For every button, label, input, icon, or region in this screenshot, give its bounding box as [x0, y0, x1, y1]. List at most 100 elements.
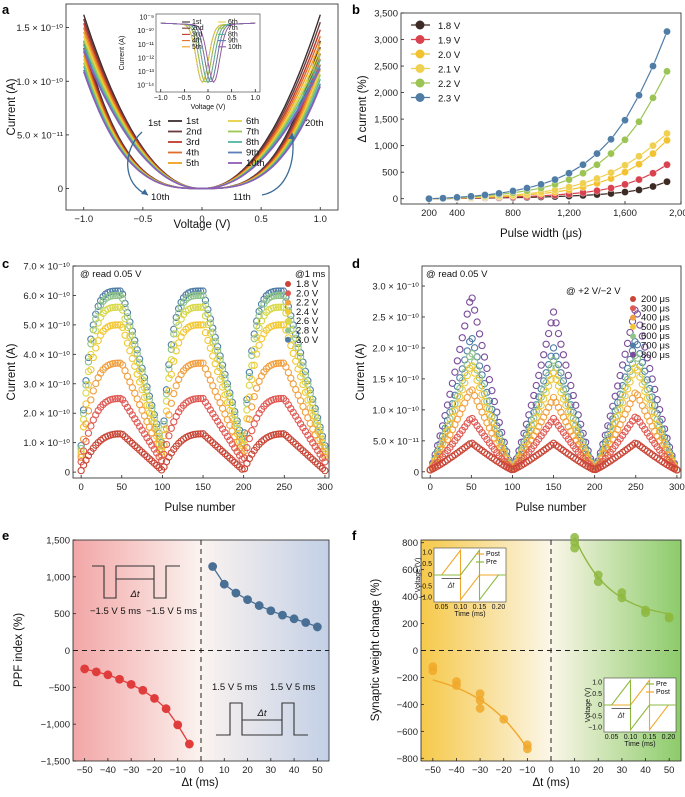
panel-c-point-2.8 V — [262, 296, 271, 304]
panel-b-line-2.2 V — [428, 71, 668, 200]
panel-a-legend-label: 3rd — [186, 137, 200, 148]
panel-c-point-2.6 V — [216, 364, 224, 372]
panel-c-xtick-label: 50 — [116, 482, 127, 493]
panel-c-point-2.6 V — [111, 303, 119, 311]
panel-d-point-800 μs — [473, 318, 481, 326]
panel-c-point-2.4 V — [135, 378, 144, 386]
panel-c-point-2.0 V — [162, 440, 171, 449]
panel-d-ytick-label: 1.0 × 10⁻¹⁰ — [372, 405, 419, 416]
panel-c-point-2.8 V — [277, 291, 285, 300]
panel-d-point-800 μs — [567, 381, 575, 390]
panel-c-xtick-label: 150 — [195, 482, 211, 493]
panel-c-point-1.8 V — [272, 430, 280, 439]
panel-d-point-800 μs — [648, 375, 656, 383]
panel-d-point-700 μs — [606, 423, 614, 431]
panel-b-point-1.9 V — [607, 184, 615, 192]
panel-c-point-2.8 V — [214, 346, 222, 355]
panel-f-inset-bottom-ytick-label: 1.0 — [592, 680, 602, 687]
panel-e-pos-pulse-1: 1.5 V 5 ms — [212, 682, 258, 693]
panel-c-legend-label: 2.6 V — [296, 316, 319, 327]
panel-c-point-2.6 V — [201, 312, 210, 320]
panel-b-point-2.1 V — [593, 174, 601, 183]
panel-c-point-2.0 V — [131, 415, 139, 423]
panel-c-cond: @1 ms — [295, 269, 325, 280]
panel-c-point-2.2 V — [194, 359, 202, 367]
panel-c-point-2.4 V — [262, 326, 271, 334]
panel-b-point-2.1 V — [565, 183, 573, 191]
panel-c-point-1.8 V — [289, 438, 297, 446]
panel-d-letter: d — [352, 256, 360, 271]
panel-d-point-500 μs — [488, 418, 496, 426]
panel-c-point-2.4 V — [162, 407, 171, 415]
panel-c-point-1.8 V — [167, 449, 175, 457]
panel-c-point-1.8 V — [277, 430, 285, 438]
panel-c-point-2.4 V — [223, 398, 232, 407]
panel-c-legend-label: 2.2 V — [296, 298, 319, 309]
panel-b-legend-marker — [415, 78, 425, 88]
panel-c-point-2.0 V — [206, 406, 214, 414]
panel-e-point-positive — [219, 579, 229, 589]
panel-a-ann-11th: 11th — [233, 192, 251, 203]
panel-c-point-2.6 V — [240, 436, 249, 444]
panel-d-point-500 μs — [631, 364, 639, 372]
panel-f-point-potentiation — [593, 577, 603, 587]
panel-d-legend-marker — [630, 296, 636, 302]
panel-b-xtick-label: 200 — [421, 208, 437, 219]
panel-d-point-800 μs — [564, 371, 573, 380]
panel-f-inset-bottom-ylabel: Voltage (V) — [585, 688, 592, 723]
panel-d-xtick-label: 250 — [628, 482, 644, 493]
panel-d-point-700 μs — [468, 334, 476, 343]
panel-e-ytick-label: 0 — [65, 646, 70, 657]
panel-f-point-depression — [428, 666, 438, 676]
panel-a-inset-legend-label: 2nd — [192, 25, 204, 32]
panel-d-point-600 μs — [451, 400, 459, 408]
panel-d-point-700 μs — [485, 397, 494, 405]
panel-c-point-2.6 V — [109, 303, 117, 312]
panel-f-inset-bottom-ytick-label: −1.0 — [588, 725, 602, 732]
panel-f-point-potentiation — [617, 593, 627, 603]
panel-c-ytick-label: 4.0 × 10⁻¹⁰ — [23, 350, 70, 361]
panel-d-point-300 μs — [468, 414, 476, 423]
panel-c-point-2.4 V — [304, 396, 312, 404]
panel-a-ytick-label: 5.0 × 10⁻¹¹ — [17, 130, 63, 141]
panel-a-inset-ytick-label: 10⁻¹¹ — [138, 42, 155, 49]
panel-c-point-1.8 V — [316, 462, 324, 470]
panel-c-point-2.4 V — [248, 375, 256, 384]
panel-d-point-300 μs — [633, 414, 642, 423]
panel-f-point-potentiation — [664, 612, 674, 622]
panel-b-legend-label: 2.2 V — [438, 79, 461, 90]
panel-a-xtick-label: 0 — [199, 214, 204, 225]
panel-d-point-500 μs — [557, 388, 565, 397]
panel-c-point-2.8 V — [111, 291, 119, 300]
panel-e-ytick-label: −1,500 — [41, 757, 70, 768]
panel-b-letter: b — [352, 2, 360, 17]
panel-c-point-2.0 V — [274, 395, 283, 403]
panel-b-point-2.2 V — [565, 175, 573, 184]
panel-f-inset-top: 0.05 0.10 0.15 0.20 1.0 0.5 0 −0.5 −1.0 Time (ms)… — [415, 547, 507, 618]
panel-c-point-2.2 V — [253, 384, 261, 392]
panel-f-ytick-label: −200 — [397, 673, 418, 684]
panel-f-inset-top-xtick-label: 0.20 — [492, 604, 506, 611]
panel-d-legend-marker — [630, 351, 636, 358]
panel-a-inset-legend-label: 8th — [228, 31, 238, 38]
panel-e-point-negative — [173, 720, 183, 730]
panel-e-xtick-label: −50 — [77, 765, 93, 776]
panel-c-point-2.4 V — [160, 431, 168, 440]
panel-c-point-2.6 V — [128, 341, 136, 349]
panel-e-neg-pulse-1: −1.5 V 5 ms — [90, 606, 141, 617]
panel-d-read: @ read 0.05 V — [426, 269, 488, 280]
panel-d-point-800 μs — [547, 319, 555, 327]
panel-c-ytick-label: 6.0 × 10⁻¹⁰ — [23, 291, 70, 302]
panel-e-xtick-label: 50 — [312, 765, 323, 776]
panel-e-ytick-label: −500 — [49, 683, 70, 694]
panel-e-letter: e — [2, 528, 9, 543]
panel-f-ytick-label: −400 — [397, 700, 418, 711]
panel-e-xtick-label: −30 — [123, 765, 139, 776]
panel-c-point-2.4 V — [143, 401, 151, 409]
panel-b-point-1.8 V — [621, 188, 629, 196]
panel-c-point-1.8 V — [206, 436, 214, 445]
panel-b: b 200 400 800 1,200 1,600 2,000 0 500 1,000 1,500… — [352, 2, 685, 240]
panel-d-point-500 μs — [567, 414, 575, 422]
panel-d-point-800 μs — [651, 385, 659, 394]
panel-c-point-2.8 V — [189, 292, 197, 300]
